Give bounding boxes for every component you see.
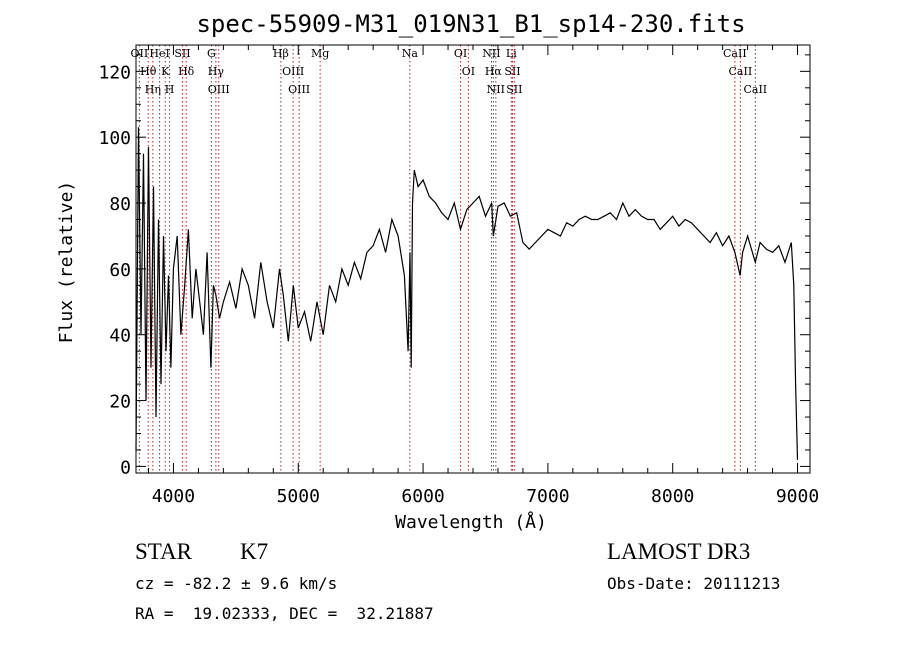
y-tick-label: 0 — [120, 457, 131, 478]
spectral-line-label: Hη — [145, 83, 161, 96]
spectral-line-label: Hθ — [140, 65, 157, 78]
spectral-line-label: NII — [482, 47, 500, 60]
spectral-line-label: CaII — [723, 47, 747, 60]
x-tick-label: 9000 — [776, 486, 819, 507]
spectral-line-label: Na — [402, 47, 419, 60]
spectral-line-label: G — [207, 47, 216, 60]
spectral-line-label: CaII — [743, 83, 767, 96]
y-tick-label: 20 — [109, 392, 131, 413]
x-tick-label: 6000 — [401, 486, 444, 507]
x-tick-label: 4000 — [152, 486, 195, 507]
axes: 4000 5000 6000 7000 8000 9000 0 20 40 60 80 100 120 — [98, 45, 819, 507]
flux-series-line — [135, 127, 799, 460]
object-subclass: K7 — [240, 539, 269, 564]
chart-title: spec-55909-M31_019N31_B1_sp14-230.fits — [196, 10, 745, 38]
spectral-line-label: Li — [506, 47, 517, 60]
redshift-velocity: cz = -82.2 ± 9.6 km/s — [135, 574, 338, 593]
spectral-line-label: H — [165, 83, 175, 96]
spectral-line-labels: OII Hθ Hη HeI KH SII Hδ G Hγ OIII Hβ OIII OIII Mg Na OI… — [131, 47, 768, 96]
y-tick-label: 100 — [98, 128, 131, 149]
spectral-line-label: Hδ — [178, 65, 195, 78]
survey-name: LAMOST DR3 — [607, 539, 751, 564]
spectral-line-label: Hα — [485, 65, 503, 78]
y-tick-label: 80 — [109, 194, 131, 215]
spectral-line-label: OIII — [208, 83, 230, 96]
object-class: STAR — [135, 539, 192, 564]
spectral-line-label: Mg — [311, 47, 329, 60]
plot-frame — [135, 44, 811, 474]
y-tick-label: 120 — [98, 62, 131, 83]
spectral-line-markers — [138, 45, 756, 473]
spectral-line-label: HeI — [149, 47, 169, 60]
spectral-line-label: CaII — [729, 65, 753, 78]
spectral-line-label: SII — [174, 47, 190, 60]
spectral-line-label: OI — [454, 47, 467, 60]
spectral-line-label: K — [161, 65, 170, 78]
x-tick-label: 5000 — [277, 486, 320, 507]
spectral-line-label: SII — [504, 65, 520, 78]
y-axis-label: Flux (relative) — [56, 181, 77, 344]
spectral-line-label: SII — [506, 83, 522, 96]
x-tick-label: 7000 — [526, 486, 569, 507]
spectral-line-label: OII — [131, 47, 149, 60]
coordinates: RA = 19.02333, DEC = 32.21887 — [135, 604, 434, 623]
spectral-line-label: Hβ — [273, 47, 289, 60]
spectral-line-label: Hγ — [208, 65, 225, 78]
spectral-line-label: OIII — [288, 83, 310, 96]
observation-date: Obs-Date: 20111213 — [607, 574, 781, 593]
spectral-line-label: OIII — [282, 65, 304, 78]
x-axis-label: Wavelength (Å) — [395, 511, 547, 533]
y-tick-label: 40 — [109, 326, 131, 347]
spectral-line-label: OI — [462, 65, 475, 78]
spectral-line-label: NII — [487, 83, 505, 96]
y-tick-label: 60 — [109, 260, 131, 281]
x-tick-label: 8000 — [651, 486, 694, 507]
